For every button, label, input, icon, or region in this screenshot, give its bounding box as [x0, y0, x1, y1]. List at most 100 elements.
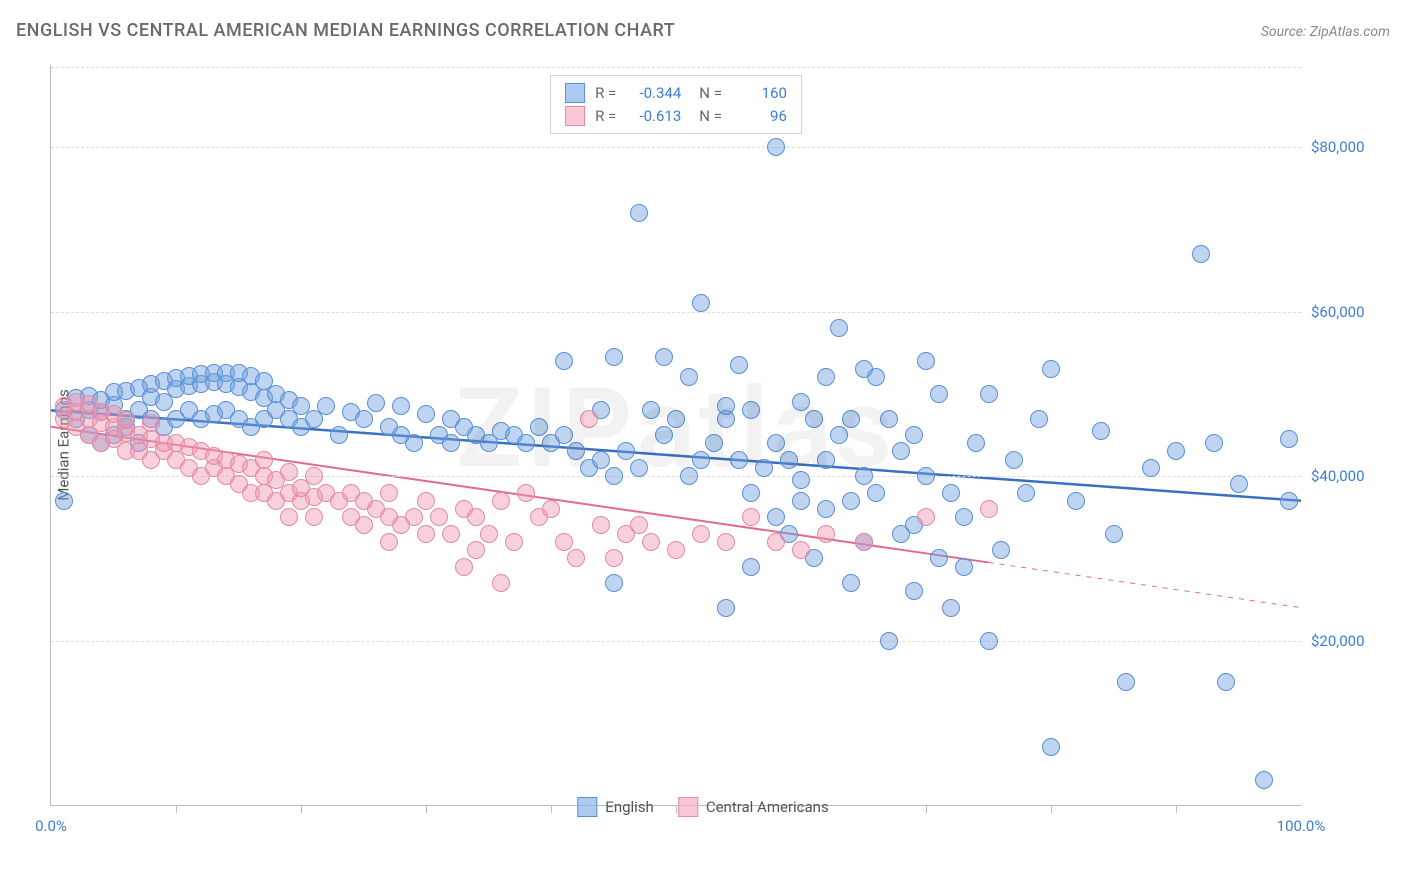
- data-point: [717, 599, 735, 617]
- data-point: [55, 492, 73, 510]
- source-value: ZipAtlas.com: [1310, 24, 1390, 40]
- data-point: [655, 348, 673, 366]
- data-point: [655, 426, 673, 444]
- data-point: [1092, 422, 1110, 440]
- data-point: [580, 410, 598, 428]
- data-point: [1030, 410, 1048, 428]
- data-point: [1042, 360, 1060, 378]
- x-tick: [926, 805, 927, 813]
- data-point: [817, 500, 835, 518]
- data-point: [792, 492, 810, 510]
- data-point: [630, 459, 648, 477]
- data-point: [1142, 459, 1160, 477]
- data-point: [955, 558, 973, 576]
- data-point: [380, 484, 398, 502]
- x-tick: [426, 805, 427, 813]
- data-point: [792, 541, 810, 559]
- data-point: [955, 508, 973, 526]
- legend-swatch: [577, 797, 597, 817]
- legend-item: English: [577, 797, 654, 817]
- x-tick-label: 0.0%: [35, 817, 67, 835]
- data-point: [492, 574, 510, 592]
- data-point: [942, 484, 960, 502]
- data-point: [842, 410, 860, 428]
- chart-source: Source: ZipAtlas.com: [1261, 24, 1390, 40]
- data-point: [767, 508, 785, 526]
- data-point: [855, 467, 873, 485]
- r-value: -0.613: [626, 105, 681, 128]
- data-point: [480, 525, 498, 543]
- r-label: R =: [595, 82, 616, 105]
- legend-stat-row: R =-0.344N =160: [565, 82, 787, 105]
- data-point: [880, 632, 898, 650]
- data-point: [717, 533, 735, 551]
- trend-line: [989, 562, 1302, 607]
- data-point: [605, 348, 623, 366]
- data-point: [730, 451, 748, 469]
- data-point: [742, 508, 760, 526]
- r-label: R =: [595, 105, 616, 128]
- data-point: [555, 352, 573, 370]
- data-point: [692, 451, 710, 469]
- y-tick-label: $40,000: [1311, 467, 1391, 485]
- data-point: [455, 558, 473, 576]
- data-point: [905, 426, 923, 444]
- series-legend: English Central Americans: [577, 797, 828, 817]
- data-point: [642, 533, 660, 551]
- y-tick-label: $20,000: [1311, 632, 1391, 650]
- x-tick-label: 100.0%: [1277, 817, 1326, 835]
- n-value: 160: [732, 82, 787, 105]
- data-point: [355, 516, 373, 534]
- data-point: [755, 459, 773, 477]
- data-point: [405, 508, 423, 526]
- data-point: [692, 525, 710, 543]
- correlation-legend: R =-0.344N =160R =-0.613N =96: [550, 75, 802, 134]
- data-point: [417, 492, 435, 510]
- data-point: [442, 525, 460, 543]
- data-point: [617, 442, 635, 460]
- data-point: [842, 492, 860, 510]
- data-point: [792, 393, 810, 411]
- x-tick: [301, 805, 302, 813]
- data-point: [692, 294, 710, 312]
- data-point: [1167, 442, 1185, 460]
- legend-label: Central Americans: [706, 798, 829, 816]
- data-point: [1280, 430, 1298, 448]
- data-point: [905, 582, 923, 600]
- data-point: [1217, 673, 1235, 691]
- data-point: [642, 401, 660, 419]
- trend-lines: [51, 65, 1301, 805]
- data-point: [142, 414, 160, 432]
- n-label: N =: [699, 105, 722, 128]
- data-point: [605, 574, 623, 592]
- n-label: N =: [699, 82, 722, 105]
- data-point: [1105, 525, 1123, 543]
- data-point: [255, 451, 273, 469]
- y-tick-label: $80,000: [1311, 138, 1391, 156]
- data-point: [592, 516, 610, 534]
- source-label: Source:: [1261, 24, 1306, 40]
- legend-swatch: [678, 797, 698, 817]
- data-point: [367, 394, 385, 412]
- x-tick: [1176, 805, 1177, 813]
- data-point: [542, 500, 560, 518]
- data-point: [1042, 738, 1060, 756]
- data-point: [417, 405, 435, 423]
- x-tick: [176, 805, 177, 813]
- gridline-h: [51, 67, 1301, 68]
- data-point: [305, 508, 323, 526]
- data-point: [280, 508, 298, 526]
- data-point: [555, 426, 573, 444]
- data-point: [555, 533, 573, 551]
- data-point: [430, 508, 448, 526]
- data-point: [1205, 434, 1223, 452]
- data-point: [1067, 492, 1085, 510]
- data-point: [742, 401, 760, 419]
- x-tick: [1051, 805, 1052, 813]
- data-point: [992, 541, 1010, 559]
- data-point: [405, 434, 423, 452]
- data-point: [517, 434, 535, 452]
- data-point: [830, 319, 848, 337]
- data-point: [567, 549, 585, 567]
- y-tick-label: $60,000: [1311, 303, 1391, 321]
